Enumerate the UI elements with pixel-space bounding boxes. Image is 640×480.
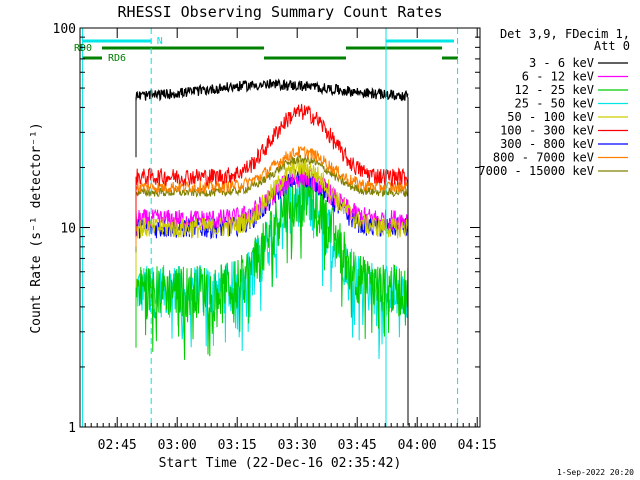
n-label: N <box>157 36 163 47</box>
series-line-0 <box>135 78 409 102</box>
legend-header-line-2: Att 0 <box>594 39 630 53</box>
legend-label: 50 - 100 keV <box>507 110 594 124</box>
series-line-7 <box>135 145 409 195</box>
legend-label: 12 - 25 keV <box>515 83 594 97</box>
series-line-4 <box>135 158 409 239</box>
footer-timestamp: 1-Sep-2022 20:20 <box>557 468 634 477</box>
x-axis: 02:45 03:00 03:15 03:30 03:45 04:00 04:15 <box>84 28 497 453</box>
y-axis-label: Count Rate (s⁻¹ detector⁻¹) <box>29 122 44 333</box>
legend-header-line-1: Det 3,9, FDecim 1, <box>500 27 630 41</box>
x-tick-label: 02:45 <box>98 438 137 453</box>
y-tick-label: 1 <box>68 421 76 436</box>
plot-area: N RD0 RD6 <box>74 28 459 427</box>
legend-label: 300 - 800 keV <box>500 137 594 151</box>
legend-label: 25 - 50 keV <box>515 97 594 111</box>
series-line-5 <box>135 103 409 187</box>
legend-label: 7000 - 15000 keV <box>478 164 594 178</box>
x-tick-label: 03:45 <box>338 438 377 453</box>
x-tick-label: 03:15 <box>218 438 257 453</box>
x-tick-label: 03:30 <box>278 438 317 453</box>
series-line-8 <box>135 154 409 198</box>
x-axis-label: Start Time (22-Dec-16 02:35:42) <box>159 456 402 471</box>
x-tick-label: 03:00 <box>158 438 197 453</box>
legend-label: 800 - 7000 keV <box>493 151 594 165</box>
rd0-label: RD0 <box>74 43 92 54</box>
x-tick-label: 04:00 <box>398 438 437 453</box>
series-line-2 <box>135 170 409 360</box>
legend-label: 3 - 6 keV <box>529 56 594 70</box>
chart-title: RHESSI Observing Summary Count Rates <box>117 3 442 21</box>
y-tick-label: 100 <box>53 22 76 37</box>
rd6-label: RD6 <box>108 53 126 64</box>
y-axis: 1 10 100 <box>53 22 480 436</box>
legend-label: 100 - 300 keV <box>500 124 594 138</box>
y-tick-label: 10 <box>60 222 76 237</box>
x-tick-label: 04:15 <box>458 438 497 453</box>
legend-label: 6 - 12 keV <box>522 70 594 84</box>
